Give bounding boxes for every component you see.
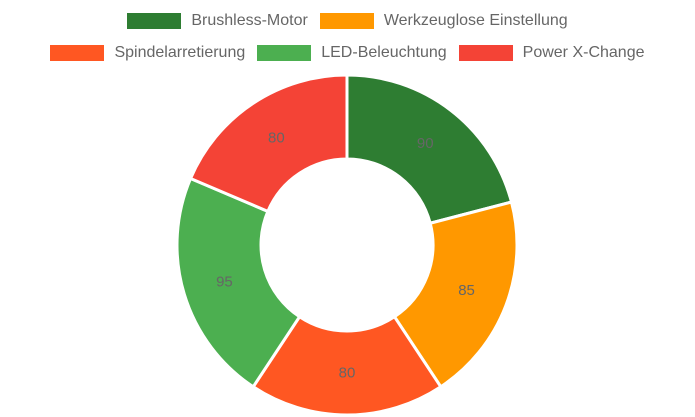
legend-item[interactable]: Power X-Change	[458, 44, 645, 62]
slice-value-label: 80	[339, 365, 356, 382]
doughnut-data-labels: 90 85 80 95 80	[216, 130, 475, 382]
legend-label: Brushless-Motor	[191, 12, 308, 29]
slice-value-label: 95	[216, 273, 233, 290]
legend-label: Werkzeuglose Einstellung	[383, 12, 568, 29]
slice-value-label: 85	[458, 282, 475, 299]
legend-item[interactable]: Brushless-Motor	[127, 12, 308, 30]
doughnut-slices	[175, 73, 519, 417]
slice-value-label: 90	[417, 135, 434, 152]
legend-swatch	[50, 45, 105, 61]
slice-value-label: 80	[268, 130, 285, 147]
doughnut-slice[interactable]	[392, 200, 519, 389]
legend-swatch	[319, 13, 374, 29]
doughnut-slice[interactable]	[188, 73, 349, 214]
legend-item[interactable]: LED-Beleuchtung	[257, 44, 447, 62]
doughnut-slice[interactable]	[251, 314, 443, 417]
legend-row-1: Brushless-Motor Werkzeuglose Einstellung	[0, 12, 695, 30]
legend-label: LED-Beleuchtung	[321, 44, 447, 61]
legend-label: Spindelarretierung	[114, 44, 246, 61]
legend-item[interactable]: Spindelarretierung	[50, 44, 245, 62]
doughnut-slice[interactable]	[175, 176, 302, 389]
legend-swatch	[127, 13, 182, 29]
legend-row-2: Spindelarretierung LED-Beleuchtung Power X…	[0, 44, 695, 62]
legend-swatch	[458, 45, 513, 61]
doughnut-slice[interactable]	[345, 73, 514, 226]
legend-label: Power X-Change	[522, 44, 645, 61]
legend-swatch	[257, 45, 312, 61]
legend-item[interactable]: Werkzeuglose Einstellung	[319, 12, 568, 30]
